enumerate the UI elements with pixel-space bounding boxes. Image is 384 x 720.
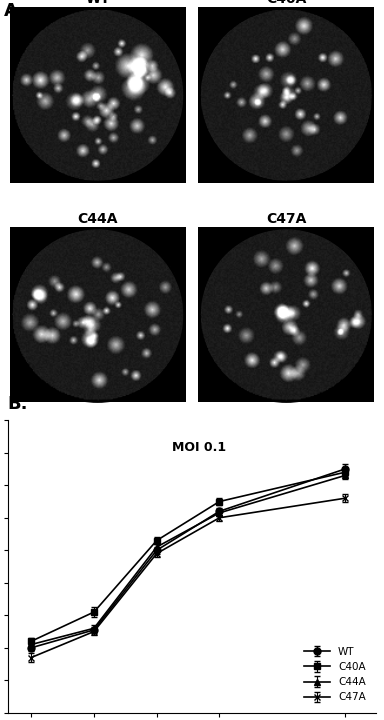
Title: C40A: C40A	[266, 0, 306, 6]
Title: WT: WT	[85, 0, 110, 6]
Text: MOI 0.1: MOI 0.1	[172, 441, 227, 454]
Text: A.: A.	[4, 1, 25, 19]
Title: C47A: C47A	[266, 212, 306, 226]
Text: B.: B.	[8, 395, 28, 413]
Legend: WT, C40A, C44A, C47A: WT, C40A, C44A, C47A	[299, 642, 371, 708]
Title: C44A: C44A	[77, 212, 118, 226]
